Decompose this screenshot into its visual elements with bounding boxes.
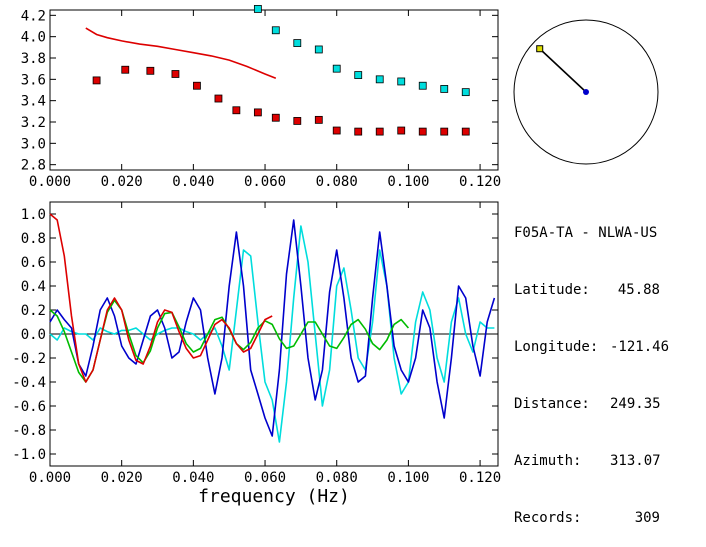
red-point [171, 70, 180, 78]
cyan-waveform [49, 225, 495, 443]
dispersion-plot: 0.000 0.020 0.040 0.060 0.080 0.100 0.120 2.8 3.… [21, 5, 501, 190]
station-marker [583, 89, 589, 95]
y-tick-label: 0.8 [21, 231, 46, 247]
y-tick-label: 1.0 [21, 207, 46, 223]
y-tick-label: 3.4 [21, 94, 46, 110]
cyan-point [354, 71, 363, 79]
y-tick-label: 4.2 [21, 8, 46, 24]
red-point [418, 127, 427, 136]
x-tick-label: 0.100 [387, 174, 429, 190]
y-tick-label: 0.2 [21, 303, 46, 319]
cyan-point [461, 88, 470, 97]
x-tick-label: 0.120 [459, 470, 501, 486]
longitude-row: Longitude: -121.46 [514, 338, 670, 357]
y-tick-label: 0.4 [21, 279, 46, 295]
y-tick-label: -0.6 [12, 399, 46, 415]
blue-waveform [49, 219, 496, 437]
azimuth-line [539, 48, 587, 93]
azimuth-polar-plot [513, 19, 659, 165]
cyan-point [418, 81, 427, 90]
waveform-plot: 0.000 0.020 0.040 0.060 0.080 0.100 0.120 -1.0 -… [12, 201, 501, 507]
x-tick-label: 0.080 [316, 470, 358, 486]
x-tick-label: 0.000 [29, 470, 71, 486]
dispersion-curve [85, 27, 277, 80]
red-point [440, 127, 449, 136]
station-title: F05A-TA - NLWA-US [514, 225, 658, 241]
distance-row: Distance: 249.35 [514, 395, 661, 414]
latitude-value: 45.88 [617, 282, 660, 298]
red-point [375, 127, 384, 136]
red-point [121, 65, 130, 74]
y-tick-label: 4.0 [21, 30, 46, 46]
longitude-label: Longitude: [514, 339, 599, 355]
y-tick-label: 0.6 [21, 255, 46, 271]
y-tick-label: -0.4 [12, 375, 46, 391]
polar-circle [513, 19, 659, 165]
red-point [354, 127, 363, 136]
red-waveform [49, 213, 273, 383]
red-point [314, 115, 323, 124]
latitude-label: Latitude: [514, 282, 590, 298]
y-tick-label: -1.0 [12, 447, 46, 463]
x-tick-label: 0.060 [244, 470, 286, 486]
dispersion-plot-frame [49, 9, 499, 171]
azimuth-value: 313.07 [610, 453, 661, 469]
x-tick-label: 0.060 [244, 174, 286, 190]
distance-label: Distance: [514, 396, 590, 412]
distance-value: 249.35 [610, 396, 661, 412]
cyan-point [293, 39, 302, 47]
red-point [293, 117, 302, 125]
x-tick-label: 0.020 [101, 174, 143, 190]
cyan-point [314, 45, 323, 54]
y-tick-label: 3.2 [21, 115, 46, 131]
cyan-point [332, 64, 341, 73]
longitude-value: -121.46 [610, 339, 670, 355]
station-info: F05A-TA - NLWA-US Latitude: 45.88 Longitu… [514, 186, 670, 547]
red-point [232, 106, 241, 115]
red-point [193, 81, 201, 90]
latitude-row: Latitude: 45.88 [514, 281, 660, 300]
y-tick-label: 3.0 [21, 136, 46, 152]
figure: 0.000 0.020 0.040 0.060 0.080 0.100 0.120 2.8 3.… [12, 5, 659, 507]
x-tick-label: 0.000 [29, 174, 71, 190]
x-tick-label: 0.040 [172, 174, 214, 190]
x-tick-label: 0.020 [101, 470, 143, 486]
cyan-point [271, 26, 280, 35]
y-tick-label: 3.6 [21, 72, 46, 88]
azimuth-label: Azimuth: [514, 453, 582, 469]
cyan-point [440, 85, 449, 93]
azimuth-row: Azimuth: 313.07 [514, 452, 661, 471]
y-tick-label: 0.0 [21, 327, 46, 343]
red-point [397, 126, 406, 135]
x-tick-label: 0.120 [459, 174, 501, 190]
red-point [271, 113, 280, 122]
x-tick-label: 0.080 [316, 174, 358, 190]
y-tick-label: 3.8 [21, 51, 46, 67]
source-marker [536, 45, 544, 53]
cyan-point [375, 75, 384, 84]
red-point [332, 126, 341, 135]
x-tick-label: 0.040 [172, 470, 214, 486]
y-tick-label: -0.8 [12, 423, 46, 439]
x-tick-label: 0.100 [387, 470, 429, 486]
red-point [461, 127, 470, 136]
red-point [214, 94, 223, 103]
red-point [92, 76, 101, 85]
red-point [146, 66, 155, 75]
y-tick-label: -0.2 [12, 351, 46, 367]
cyan-point [253, 5, 262, 13]
y-tick-label: 2.8 [21, 158, 46, 174]
x-axis-label: frequency (Hz) [198, 486, 350, 507]
red-point [253, 108, 262, 117]
cyan-point [397, 77, 406, 86]
